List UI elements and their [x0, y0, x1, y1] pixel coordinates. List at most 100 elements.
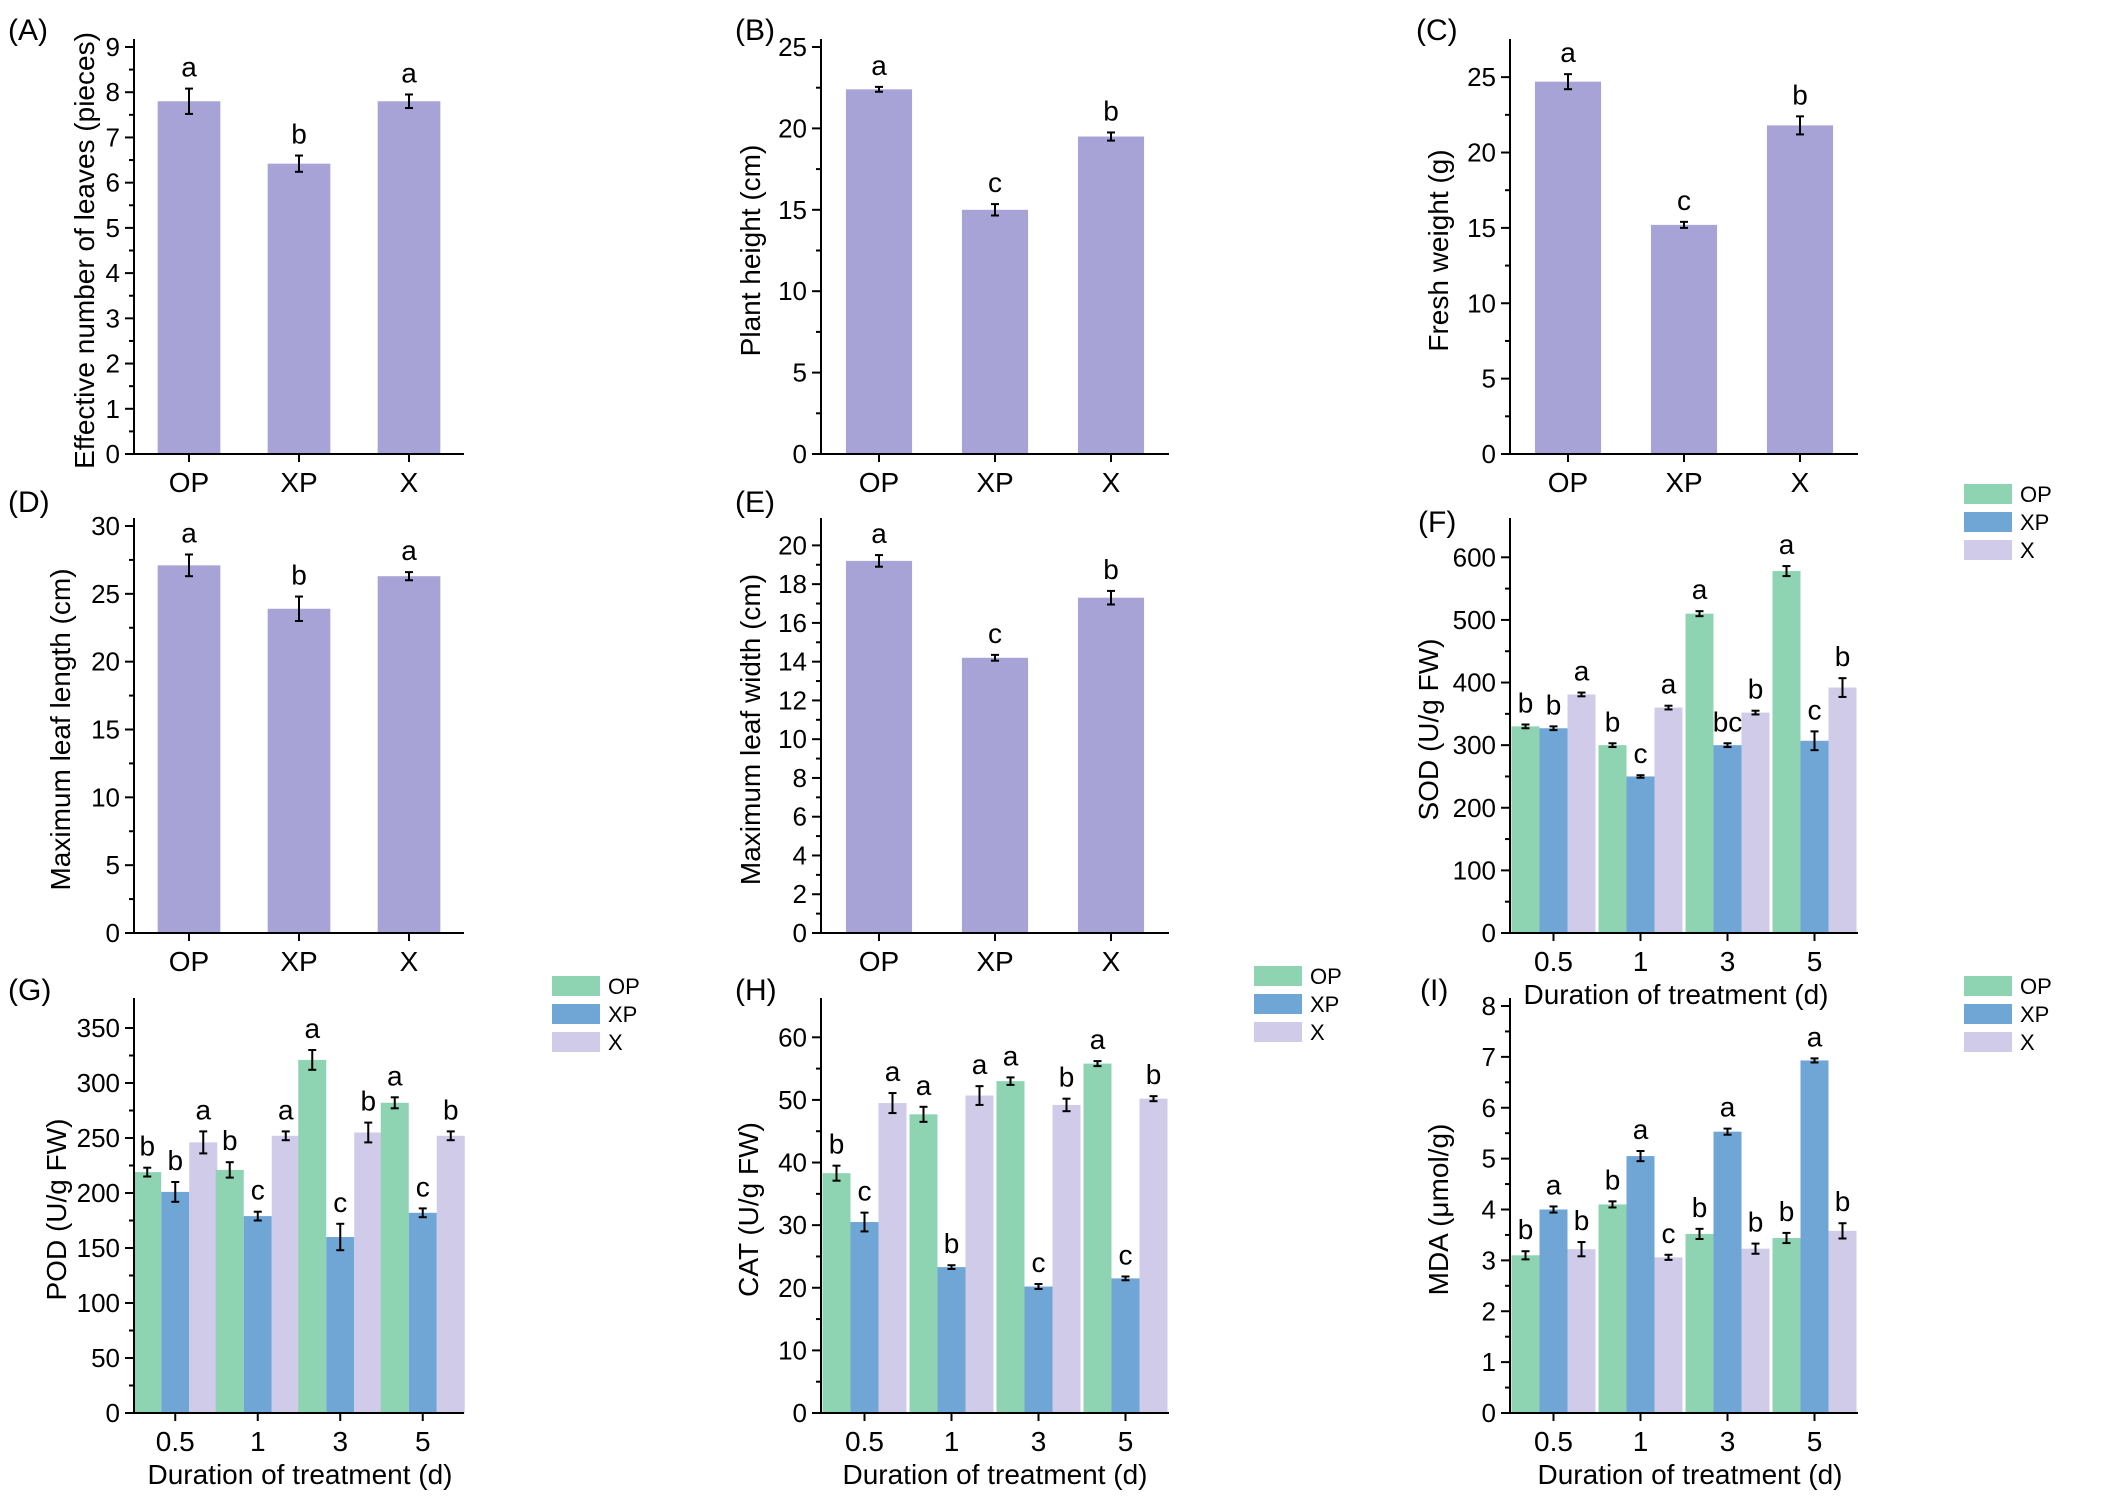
bar-x-3 [1741, 1248, 1770, 1413]
legend-swatch-xp [1254, 994, 1302, 1014]
y-tick-label: 5 [106, 850, 120, 880]
significance-letter: b [1748, 674, 1764, 705]
bar-xp-3 [1713, 745, 1742, 933]
bar-op-5 [1772, 571, 1801, 933]
bar-x-0_5 [189, 1142, 218, 1413]
bar-xp-3 [1024, 1286, 1053, 1413]
significance-letter: b [1605, 706, 1621, 737]
y-tick-label: 5 [1482, 364, 1496, 394]
y-tick-label: 6 [1482, 1093, 1496, 1123]
y-axis-title: MDA (μmol/g) [1423, 1124, 1454, 1296]
panel-b: (B) a c b 0 5 10 15 20 25 OP XP X Plant height (cm) [735, 14, 1169, 498]
y-tick-label: 50 [778, 1085, 807, 1115]
legend-label-xp: XP [2020, 510, 2049, 535]
y-axis-title: CAT (U/g FW) [733, 1122, 764, 1297]
x-axis-title: Duration of treatment (d) [147, 1459, 452, 1490]
y-tick-label: 300 [1453, 730, 1496, 760]
x-tick-label: 5 [1118, 1426, 1134, 1457]
y-tick-label: 400 [1453, 668, 1496, 698]
x-tick-label: X [1102, 467, 1121, 498]
legend-label-x: X [2020, 1030, 2035, 1055]
bar-op-3 [1685, 613, 1714, 933]
bar-xp-1 [243, 1216, 272, 1413]
bar-xp [267, 608, 331, 933]
x-tick-label: 5 [1807, 946, 1823, 977]
y-tick-label: 2 [793, 879, 807, 909]
significance-letter: c [1032, 1247, 1046, 1278]
y-tick-label: 0 [106, 1398, 120, 1428]
x-tick-label: 1 [250, 1426, 266, 1457]
legend-label-xp: XP [1310, 992, 1339, 1017]
bar-x-1 [965, 1095, 994, 1413]
y-tick-label: 10 [778, 724, 807, 754]
x-tick-label: OP [859, 946, 899, 977]
legend-label-op: OP [2020, 482, 2052, 507]
significance-letter: c [1119, 1239, 1133, 1270]
legend-swatch-op [552, 976, 600, 996]
y-tick-label: 0 [793, 439, 807, 469]
significance-letter: b [1574, 1205, 1590, 1236]
panel-d: (D) a b a 0 5 10 15 20 25 30 OP XP X Maximum leaf leng… [8, 486, 464, 977]
y-tick-label: 4 [793, 840, 807, 870]
x-tick-label: 5 [1807, 1426, 1823, 1457]
bar-op-1 [1598, 745, 1627, 933]
y-tick-label: 16 [778, 608, 807, 638]
significance-letter: b [1835, 641, 1851, 672]
x-tick-label: X [400, 946, 419, 977]
bar-op-1 [1598, 1204, 1627, 1413]
significance-letter: c [988, 167, 1002, 198]
y-tick-label: 10 [778, 276, 807, 306]
significance-letter: b [1605, 1164, 1621, 1195]
x-tick-label: 1 [944, 1426, 960, 1457]
y-tick-label: 60 [778, 1022, 807, 1052]
y-tick-label: 150 [77, 1233, 120, 1263]
bar-x-3 [1741, 712, 1770, 933]
significance-letter: b [1792, 79, 1808, 110]
panel-c: (C) a c b 0 5 10 15 20 25 OP XP X Fresh weight (g) [1416, 14, 1858, 498]
y-tick-label: 25 [1467, 62, 1496, 92]
x-tick-label: 0.5 [845, 1426, 884, 1457]
x-axis-title: Duration of treatment (d) [1537, 1459, 1842, 1490]
significance-letter: a [1661, 669, 1677, 700]
legend: OP XP X [552, 974, 640, 1055]
significance-letter: a [278, 1094, 294, 1125]
y-tick-label: 4 [106, 258, 120, 288]
legend-swatch-x [1254, 1022, 1302, 1042]
bar-op-1 [215, 1169, 244, 1413]
bar-xp [961, 209, 1029, 454]
panel-label: (F) [1418, 506, 1456, 539]
bar-x-3 [354, 1132, 383, 1413]
y-tick-label: 4 [1482, 1195, 1496, 1225]
y-tick-label: 200 [77, 1178, 120, 1208]
y-tick-label: 100 [77, 1288, 120, 1318]
y-tick-label: 50 [91, 1343, 120, 1373]
significance-letter: a [871, 518, 887, 549]
x-tick-label: X [400, 467, 419, 498]
y-tick-label: 100 [1453, 855, 1496, 885]
bar-op-0_5 [1511, 726, 1540, 933]
bar-x [377, 101, 441, 455]
y-tick-label: 0 [1482, 439, 1496, 469]
y-axis-title: Effective number of leaves (pieces) [69, 32, 100, 469]
panel-label: (A) [8, 14, 48, 47]
panel-label: (C) [1416, 14, 1458, 47]
legend-label-x: X [608, 1030, 623, 1055]
legend-label-op: OP [1310, 964, 1342, 989]
y-tick-label: 600 [1453, 542, 1496, 572]
bar-op-5 [380, 1102, 409, 1413]
legend: OP XP X [1964, 974, 2052, 1055]
x-tick-label: OP [169, 467, 209, 498]
y-tick-label: 3 [106, 303, 120, 333]
significance-letter: c [1662, 1218, 1676, 1249]
bar-x [1766, 125, 1834, 454]
x-tick-label: X [1791, 467, 1810, 498]
significance-letter: b [1748, 1207, 1764, 1238]
significance-letter: b [291, 119, 307, 150]
y-tick-label: 5 [1482, 1144, 1496, 1174]
significance-letter: a [195, 1094, 211, 1125]
bar-xp-0_5 [1539, 1209, 1568, 1413]
significance-letter: a [401, 535, 417, 566]
bar-xp-5 [1800, 740, 1829, 933]
